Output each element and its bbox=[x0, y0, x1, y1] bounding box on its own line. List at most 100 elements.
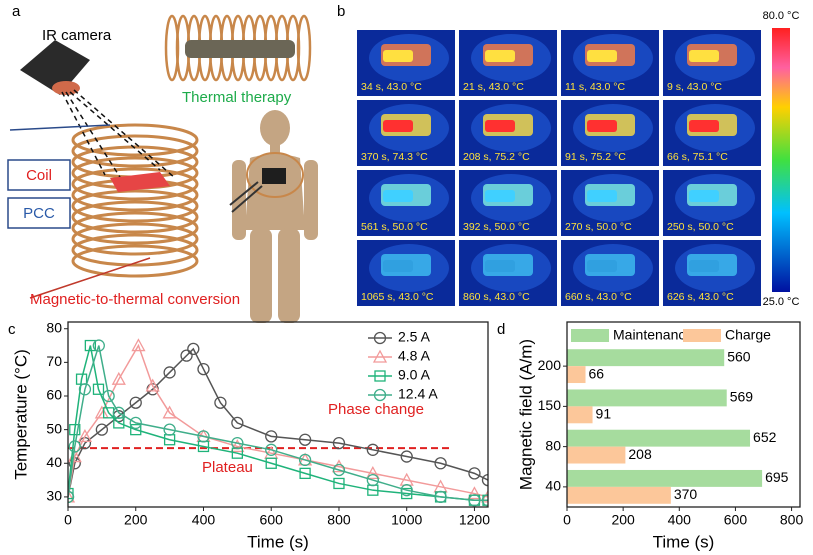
image-label: 392 s, 50.0 °C bbox=[463, 221, 530, 233]
value-label: 652 bbox=[753, 429, 777, 445]
bar bbox=[567, 366, 586, 384]
label: Magnetic-to-thermal conversion bbox=[30, 291, 240, 308]
marker bbox=[468, 494, 481, 507]
coil-turn bbox=[71, 233, 199, 267]
mannequin bbox=[232, 110, 318, 323]
legend-label: 9.0 A bbox=[398, 367, 431, 383]
marker bbox=[434, 457, 447, 470]
marker bbox=[112, 406, 125, 419]
image-label: 626 s, 43.0 °C bbox=[667, 291, 734, 303]
x-tick-label: 200 bbox=[611, 512, 635, 528]
value-label: 370 bbox=[674, 486, 698, 502]
marker bbox=[265, 443, 278, 456]
x-tick-label: 400 bbox=[668, 512, 692, 528]
panel-label: a bbox=[12, 3, 21, 20]
image-label: 11 s, 43.0 °C bbox=[565, 81, 625, 93]
marker bbox=[84, 339, 97, 352]
image-label: 91 s, 75.2 °C bbox=[565, 151, 626, 163]
marker bbox=[332, 463, 346, 477]
value-label: 66 bbox=[589, 365, 605, 381]
bar bbox=[567, 429, 751, 447]
x-tick-label: 0 bbox=[563, 512, 571, 528]
pointer bbox=[29, 257, 151, 299]
thermal-core bbox=[485, 260, 515, 272]
y-tick-label: 40 bbox=[46, 454, 62, 470]
coil-turn bbox=[71, 134, 199, 168]
coil-turn bbox=[71, 200, 199, 234]
pcc-patch bbox=[262, 168, 286, 184]
marker bbox=[68, 440, 81, 453]
coil-turn bbox=[71, 244, 199, 278]
marker bbox=[265, 457, 277, 469]
legend-label: 4.8 A bbox=[398, 348, 431, 364]
marker bbox=[129, 416, 142, 430]
legend-label: 2.5 A bbox=[398, 329, 431, 345]
image-label: 561 s, 50.0 °C bbox=[361, 221, 428, 233]
label: IR camera bbox=[42, 27, 112, 44]
marker bbox=[69, 423, 81, 436]
image-label: 66 s, 75.1 °C bbox=[667, 151, 728, 163]
marker bbox=[366, 443, 379, 456]
y-tick-label: 80 bbox=[46, 319, 62, 335]
x-axis-title: Time (s) bbox=[653, 532, 715, 551]
pcc-box bbox=[7, 197, 71, 229]
marker bbox=[333, 477, 345, 490]
thermal-core bbox=[485, 190, 515, 202]
plot-area bbox=[68, 338, 488, 507]
marker bbox=[365, 466, 380, 480]
value-label: 560 bbox=[727, 348, 751, 364]
y-tick-label: 150 bbox=[538, 397, 562, 413]
marker bbox=[231, 416, 244, 430]
y-tick-label: 30 bbox=[46, 488, 62, 504]
image-label: 1065 s, 43.0 °C bbox=[361, 291, 434, 303]
bar bbox=[567, 469, 763, 487]
marker bbox=[130, 423, 142, 436]
marker bbox=[131, 338, 146, 352]
y-tick-label: 40 bbox=[545, 478, 561, 494]
thermal-core bbox=[383, 260, 413, 272]
marker bbox=[332, 436, 346, 450]
camera-rays bbox=[61, 89, 176, 186]
image-label: 9 s, 43.0 °C bbox=[667, 81, 722, 93]
thermal-core bbox=[383, 120, 413, 132]
x-tick-label: 400 bbox=[192, 512, 216, 528]
y-axis-title: Temperature (°C) bbox=[11, 349, 30, 480]
plot-frame bbox=[67, 321, 489, 508]
colorbar bbox=[772, 28, 790, 292]
bar bbox=[567, 446, 626, 464]
image-label: 660 s, 43.0 °C bbox=[565, 291, 632, 303]
marker bbox=[400, 484, 413, 497]
thermal-core bbox=[485, 120, 515, 132]
y-tick-label: 80 bbox=[545, 437, 561, 453]
bar bbox=[567, 389, 727, 407]
thermal-core bbox=[587, 260, 617, 272]
label: PCC bbox=[23, 205, 55, 222]
marker bbox=[298, 433, 312, 446]
value-label: 208 bbox=[628, 446, 652, 462]
image-label: 370 s, 74.3 °C bbox=[361, 151, 428, 163]
marker bbox=[298, 453, 312, 467]
legend-swatch bbox=[683, 329, 721, 342]
thermal-core bbox=[587, 50, 617, 62]
coil-turn bbox=[296, 14, 312, 82]
marker bbox=[400, 450, 413, 463]
panel-a-illustration: a IR camera Thermal therapy Coil PCC Mag… bbox=[7, 3, 318, 323]
image-label: 250 s, 50.0 °C bbox=[667, 221, 734, 233]
wire bbox=[231, 185, 263, 213]
marker bbox=[77, 429, 93, 443]
marker bbox=[434, 490, 447, 504]
marker bbox=[68, 489, 76, 503]
x-tick-label: 800 bbox=[780, 512, 804, 528]
legend-swatch bbox=[571, 329, 609, 342]
thermal-core bbox=[587, 120, 617, 132]
y-tick-label: 50 bbox=[46, 420, 62, 436]
value-label: 695 bbox=[765, 469, 789, 485]
bar bbox=[567, 486, 671, 504]
marker bbox=[467, 486, 482, 500]
image-label: 34 s, 43.0 °C bbox=[361, 81, 422, 93]
thermal-core bbox=[689, 50, 719, 62]
annotation: Phase change bbox=[328, 401, 424, 418]
plot-frame bbox=[566, 321, 801, 508]
